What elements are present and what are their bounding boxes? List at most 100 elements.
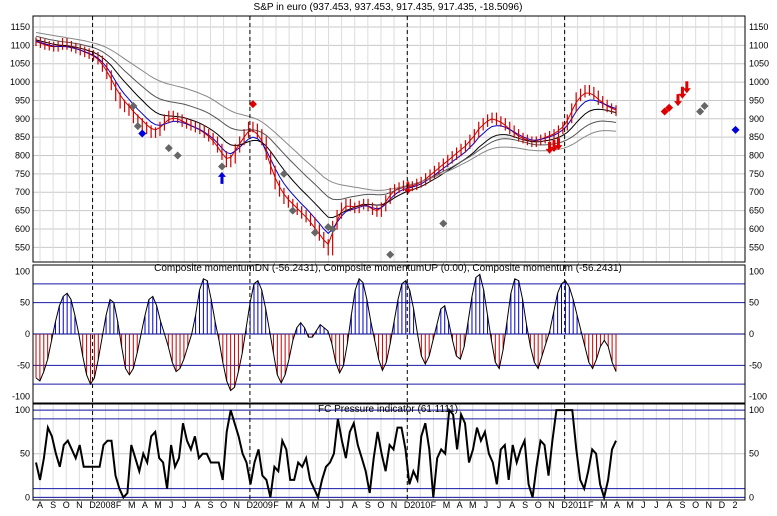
- momentum-bars-layer: [35, 273, 617, 392]
- time-tick-label: 2010: [410, 500, 430, 510]
- time-tick-label: N: [391, 500, 398, 510]
- price-tick-label-left: 1000: [10, 77, 30, 87]
- time-tick-label: S: [522, 500, 528, 510]
- signal-diamond-marker: [288, 206, 297, 215]
- momentum-tick-label-right: -50: [749, 360, 762, 370]
- signal-diamond-marker: [700, 101, 709, 110]
- pressure-tick-label-right: 100: [749, 405, 764, 415]
- time-tick-label: M: [443, 500, 451, 510]
- markers-layer: [129, 81, 740, 259]
- price-tick-label-right: 1050: [749, 59, 769, 69]
- time-tick-label: J: [182, 500, 187, 510]
- sell-arrow-marker: [678, 86, 687, 99]
- price-tick-label-right: 600: [749, 224, 764, 234]
- signal-diamond-marker: [310, 228, 319, 237]
- panel-frames-layer: [32, 15, 746, 501]
- momentum-tick-label-left: 100: [15, 266, 30, 276]
- sell-arrow-marker: [682, 81, 691, 94]
- time-tick-label: J: [654, 500, 659, 510]
- signal-diamond-marker: [439, 219, 448, 228]
- price-tick-label-right: 1100: [749, 40, 768, 50]
- pressure-tick-label-left: 100: [15, 405, 30, 415]
- time-tick-label: S: [680, 500, 686, 510]
- momentum-tick-label-left: 0: [25, 329, 30, 339]
- price-tick-label-right: 650: [749, 206, 764, 216]
- momentum-tick-label-left: 50: [20, 298, 30, 308]
- price-tick-label-right: 1150: [749, 22, 768, 32]
- signal-diamond-marker: [138, 129, 147, 138]
- sell-arrow-marker: [554, 138, 563, 151]
- time-tick-label: M: [128, 500, 136, 510]
- price-panel-title: S&P in euro (937.453, 937.453, 917.435, …: [254, 2, 523, 13]
- price-tick-label-left: 550: [15, 242, 30, 252]
- sell-arrow-marker: [403, 182, 412, 195]
- time-tick-label: F: [431, 500, 437, 510]
- time-tick-label: M: [626, 500, 634, 510]
- momentum-tick-label-right: -100: [749, 392, 767, 402]
- series-lines-layer: [35, 32, 617, 502]
- time-tick-label: D: [404, 500, 411, 510]
- sell-arrow-marker: [550, 140, 559, 153]
- time-tick-label: O: [377, 500, 384, 510]
- time-tick-label: J: [641, 500, 646, 510]
- tick-labels-layer: 550 550 600 600 650 650 700 700 750 750 800 800 850 8…: [10, 22, 769, 510]
- signal-diamond-marker: [217, 162, 226, 171]
- time-tick-label: M: [154, 500, 162, 510]
- time-tick-label: O: [220, 500, 227, 510]
- moving-average-line-5: [35, 32, 617, 191]
- moving-average-line-3: [35, 39, 617, 219]
- price-bars-layer: [35, 37, 617, 256]
- panel-frame-1: [32, 264, 746, 404]
- price-tick-label-right: 1000: [749, 77, 769, 87]
- time-tick-label: S: [365, 500, 371, 510]
- price-tick-label-left: 650: [15, 206, 30, 216]
- pressure-panel-title: FC Pressure indicator (61.1111): [318, 404, 458, 415]
- signal-diamond-marker: [279, 169, 288, 178]
- price-tick-label-right: 900: [749, 114, 764, 124]
- price-tick-label-right: 850: [749, 132, 764, 142]
- time-tick-label: 2008: [96, 500, 116, 510]
- pressure-tick-label-left: 0: [25, 492, 30, 502]
- signal-diamond-marker: [164, 144, 173, 153]
- signal-diamond-marker: [248, 100, 257, 109]
- price-tick-label-left: 750: [15, 169, 30, 179]
- time-tick-label: N: [76, 500, 83, 510]
- moving-average-line-1: [35, 41, 617, 246]
- signal-diamond-marker: [173, 151, 182, 160]
- time-tick-label: M: [469, 500, 477, 510]
- signal-diamond-marker: [386, 250, 395, 259]
- time-tick-label: M: [600, 500, 608, 510]
- price-tick-label-left: 600: [15, 224, 30, 234]
- time-tick-label: F: [588, 500, 594, 510]
- time-tick-label: A: [37, 500, 43, 510]
- pressure-tick-label-left: 50: [20, 449, 30, 459]
- panel-frame-2: [32, 403, 746, 501]
- time-tick-label: A: [614, 500, 620, 510]
- momentum-tick-label-left: -50: [17, 360, 30, 370]
- momentum-tick-label-right: 50: [749, 298, 759, 308]
- time-tick-label: D: [247, 500, 254, 510]
- time-tick-label: A: [457, 500, 463, 510]
- time-tick-label: M: [285, 500, 293, 510]
- time-tick-label: M: [312, 500, 320, 510]
- time-tick-label: S: [207, 500, 213, 510]
- price-tick-label-left: 800: [15, 151, 30, 161]
- price-tick-label-left: 1050: [10, 59, 30, 69]
- signal-diamond-marker: [328, 224, 337, 233]
- time-tick-label: N: [706, 500, 713, 510]
- time-tick-label: 2: [732, 500, 737, 510]
- price-tick-label-right: 800: [749, 151, 764, 161]
- sell-arrow-marker: [673, 94, 682, 107]
- signal-diamond-marker: [696, 107, 705, 116]
- time-tick-label: A: [142, 500, 148, 510]
- time-tick-label: A: [352, 500, 358, 510]
- time-tick-label: A: [666, 500, 672, 510]
- time-tick-label: N: [548, 500, 555, 510]
- signal-diamond-marker: [129, 101, 138, 110]
- sell-arrow-marker: [545, 141, 554, 154]
- time-tick-label: F: [273, 500, 279, 510]
- price-tick-label-left: 700: [15, 187, 30, 197]
- time-tick-label: S: [50, 500, 56, 510]
- signal-diamond-marker: [133, 122, 142, 131]
